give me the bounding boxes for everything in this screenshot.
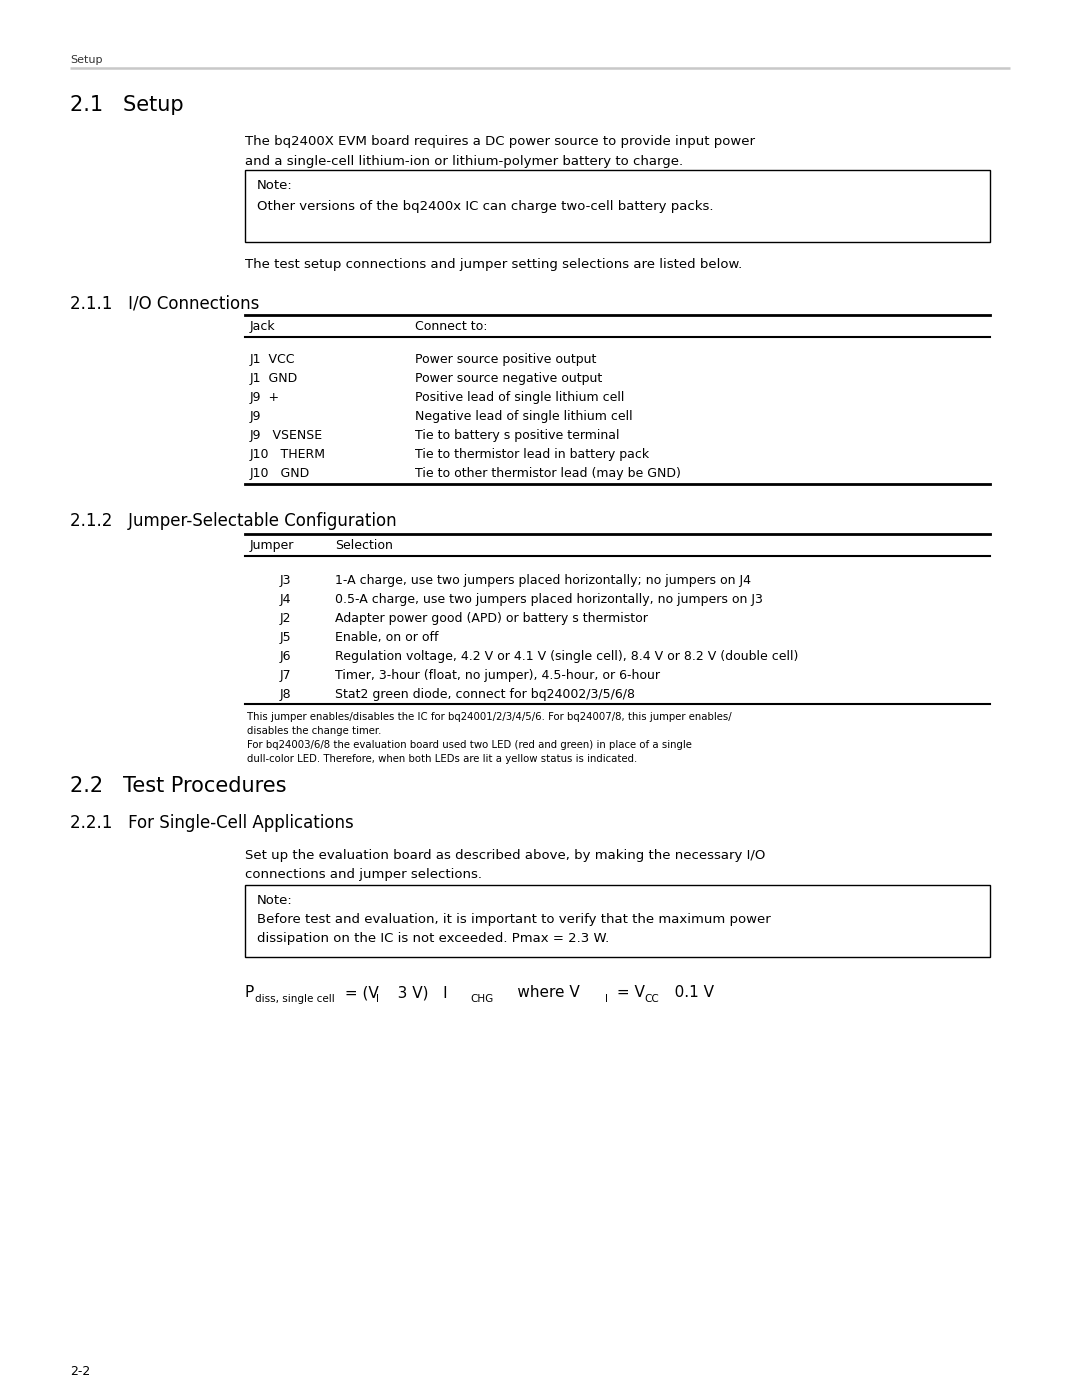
Text: dull-color LED. Therefore, when both LEDs are lit a yellow status is indicated.: dull-color LED. Therefore, when both LED… — [247, 754, 637, 764]
Text: 2-2: 2-2 — [70, 1365, 91, 1377]
Text: J7: J7 — [280, 669, 291, 682]
Text: J6: J6 — [280, 650, 291, 664]
Text: Positive lead of single lithium cell: Positive lead of single lithium cell — [415, 391, 624, 404]
Text: dissipation on the IC is not exceeded. Pmax = 2.3 W.: dissipation on the IC is not exceeded. P… — [257, 932, 609, 944]
Text: Set up the evaluation board as described above, by making the necessary I/O: Set up the evaluation board as described… — [245, 849, 766, 862]
Text: J8: J8 — [280, 687, 291, 701]
Text: J9  +: J9 + — [249, 391, 280, 404]
Text: J1  GND: J1 GND — [249, 372, 298, 386]
Text: Tie to battery s positive terminal: Tie to battery s positive terminal — [415, 429, 620, 441]
Text: J10   GND: J10 GND — [249, 467, 310, 481]
Text: connections and jumper selections.: connections and jumper selections. — [245, 868, 482, 882]
Text: 2.2   Test Procedures: 2.2 Test Procedures — [70, 775, 286, 796]
Text: Tie to thermistor lead in battery pack: Tie to thermistor lead in battery pack — [415, 448, 649, 461]
Text: 1-A charge, use two jumpers placed horizontally; no jumpers on J4: 1-A charge, use two jumpers placed horiz… — [335, 574, 751, 587]
Text: I: I — [605, 995, 608, 1004]
Text: Selection: Selection — [335, 539, 393, 552]
Text: J4: J4 — [280, 592, 291, 606]
Bar — [245, 170, 990, 242]
Text: J5: J5 — [280, 631, 291, 644]
Text: Stat2 green diode, connect for bq24002/3/5/6/8: Stat2 green diode, connect for bq24002/3… — [335, 687, 635, 701]
Text: 0.1 V: 0.1 V — [660, 985, 714, 1000]
Text: J9: J9 — [249, 409, 261, 423]
Text: For bq24003/6/8 the evaluation board used two LED (red and green) in place of a : For bq24003/6/8 the evaluation board use… — [247, 740, 692, 750]
Text: Tie to other thermistor lead (may be GND): Tie to other thermistor lead (may be GND… — [415, 467, 680, 481]
Text: Timer, 3-hour (float, no jumper), 4.5-hour, or 6-hour: Timer, 3-hour (float, no jumper), 4.5-ho… — [335, 669, 660, 682]
Text: = (V: = (V — [340, 985, 379, 1000]
Text: 2.1   Setup: 2.1 Setup — [70, 95, 184, 115]
Text: where V: where V — [492, 985, 580, 1000]
Text: CHG: CHG — [470, 995, 494, 1004]
Text: The bq2400X EVM board requires a DC power source to provide input power: The bq2400X EVM board requires a DC powe… — [245, 136, 755, 148]
Text: J3: J3 — [280, 574, 291, 587]
Text: I: I — [376, 995, 379, 1004]
Text: Before test and evaluation, it is important to verify that the maximum power: Before test and evaluation, it is import… — [257, 914, 771, 926]
Text: Power source negative output: Power source negative output — [415, 372, 603, 386]
Text: CC: CC — [644, 995, 659, 1004]
Text: Adapter power good (APD) or battery s thermistor: Adapter power good (APD) or battery s th… — [335, 612, 648, 624]
Text: 2.1.1   I/O Connections: 2.1.1 I/O Connections — [70, 295, 259, 313]
Text: Jumper: Jumper — [249, 539, 295, 552]
Text: Connect to:: Connect to: — [415, 320, 487, 332]
Text: 2.2.1   For Single-Cell Applications: 2.2.1 For Single-Cell Applications — [70, 814, 354, 833]
Text: and a single-cell lithium-ion or lithium-polymer battery to charge.: and a single-cell lithium-ion or lithium… — [245, 155, 684, 168]
Text: 2.1.2   Jumper-Selectable Configuration: 2.1.2 Jumper-Selectable Configuration — [70, 511, 396, 529]
Text: Negative lead of single lithium cell: Negative lead of single lithium cell — [415, 409, 633, 423]
Text: J1  VCC: J1 VCC — [249, 353, 296, 366]
Text: Note:: Note: — [257, 894, 293, 907]
Text: 3 V)   I: 3 V) I — [383, 985, 447, 1000]
Text: 0.5-A charge, use two jumpers placed horizontally, no jumpers on J3: 0.5-A charge, use two jumpers placed hor… — [335, 592, 762, 606]
Text: Enable, on or off: Enable, on or off — [335, 631, 438, 644]
Text: Regulation voltage, 4.2 V or 4.1 V (single cell), 8.4 V or 8.2 V (double cell): Regulation voltage, 4.2 V or 4.1 V (sing… — [335, 650, 798, 664]
Text: Power source positive output: Power source positive output — [415, 353, 596, 366]
Text: Other versions of the bq2400x IC can charge two-cell battery packs.: Other versions of the bq2400x IC can cha… — [257, 200, 714, 212]
Text: diss, single cell: diss, single cell — [255, 995, 335, 1004]
Text: This jumper enables/disables the IC for bq24001/2/3/4/5/6. For bq24007/8, this j: This jumper enables/disables the IC for … — [247, 712, 731, 722]
Text: disables the change timer.: disables the change timer. — [247, 726, 381, 736]
Text: J9   VSENSE: J9 VSENSE — [249, 429, 323, 441]
Text: P: P — [245, 985, 254, 1000]
Text: = V: = V — [612, 985, 645, 1000]
Text: Jack: Jack — [249, 320, 275, 332]
Text: Setup: Setup — [70, 54, 103, 66]
Text: J2: J2 — [280, 612, 291, 624]
Text: J10   THERM: J10 THERM — [249, 448, 326, 461]
Text: The test setup connections and jumper setting selections are listed below.: The test setup connections and jumper se… — [245, 258, 742, 271]
Bar — [245, 886, 990, 957]
Text: Note:: Note: — [257, 179, 293, 191]
